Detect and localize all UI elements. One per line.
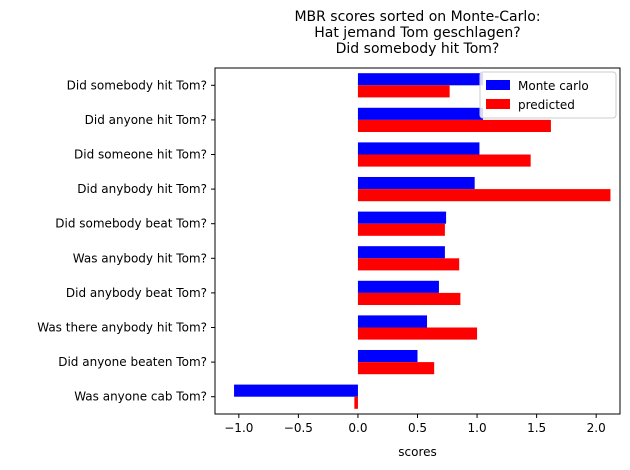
y-tick-label: Did anyone beaten Tom? xyxy=(58,355,207,369)
y-axis: Did somebody hit Tom? Did anyone hit Tom?… xyxy=(37,78,215,404)
bar-monte-carlo xyxy=(357,73,484,86)
x-tick-label: 0.5 xyxy=(408,421,427,435)
bar-monte-carlo xyxy=(234,384,358,397)
bar-predicted xyxy=(357,119,551,133)
bar-monte-carlo xyxy=(357,280,439,293)
bar-monte-carlo xyxy=(357,349,418,363)
x-tick-label: 0.0 xyxy=(348,421,367,435)
bars-group xyxy=(234,73,611,409)
y-tick-label: Did anyone hit Tom? xyxy=(85,113,207,127)
y-tick-label: Did somebody beat Tom? xyxy=(55,217,207,231)
x-tick-label: −1.0 xyxy=(224,421,253,435)
chart-title-line: MBR scores sorted on Monte-Carlo: xyxy=(294,9,540,25)
bar-predicted xyxy=(357,362,435,375)
x-axis: −1.0 −0.5 0.0 0.5 1.0 1.5 2.0 xyxy=(224,414,606,435)
x-axis-label: scores xyxy=(398,445,437,459)
bar-predicted xyxy=(354,396,358,409)
y-tick-label: Did somebody hit Tom? xyxy=(67,78,207,92)
x-tick-label: 1.5 xyxy=(527,421,546,435)
x-tick-label: 2.0 xyxy=(587,421,606,435)
legend-label: predicted xyxy=(518,98,575,112)
bar-predicted xyxy=(357,189,611,202)
bar-predicted xyxy=(357,258,460,271)
bar-monte-carlo xyxy=(357,246,445,259)
bar-predicted xyxy=(357,85,450,98)
bar-monte-carlo xyxy=(357,211,447,224)
legend-swatch xyxy=(486,80,510,90)
chart-title-line: Did somebody hit Tom? xyxy=(336,41,500,57)
bar-predicted xyxy=(357,154,531,167)
legend: Monte carlo predicted xyxy=(479,71,617,119)
bar-monte-carlo xyxy=(357,315,428,328)
bar-monte-carlo xyxy=(357,142,480,155)
chart-title: MBR scores sorted on Monte-Carlo:Hat jem… xyxy=(294,9,540,57)
y-tick-label: Did anybody hit Tom? xyxy=(77,182,207,196)
bar-monte-carlo xyxy=(357,107,484,120)
y-tick-label: Did someone hit Tom? xyxy=(74,148,207,162)
y-tick-label: Was anyone cab Tom? xyxy=(74,390,207,404)
y-tick-label: Did anybody beat Tom? xyxy=(66,286,207,300)
chart-title-line: Hat jemand Tom geschlagen? xyxy=(314,25,520,41)
legend-box xyxy=(479,71,617,119)
bar-predicted xyxy=(357,292,461,306)
bar-monte-carlo xyxy=(357,176,475,190)
y-tick-label: Was there anybody hit Tom? xyxy=(37,321,207,335)
x-tick-label: −0.5 xyxy=(284,421,313,435)
bar-predicted xyxy=(357,223,445,236)
legend-label: Monte carlo xyxy=(518,79,589,93)
bar-predicted xyxy=(357,327,478,340)
legend-swatch xyxy=(486,99,510,109)
y-tick-label: Was anybody hit Tom? xyxy=(73,251,207,265)
x-tick-label: 1.0 xyxy=(468,421,487,435)
